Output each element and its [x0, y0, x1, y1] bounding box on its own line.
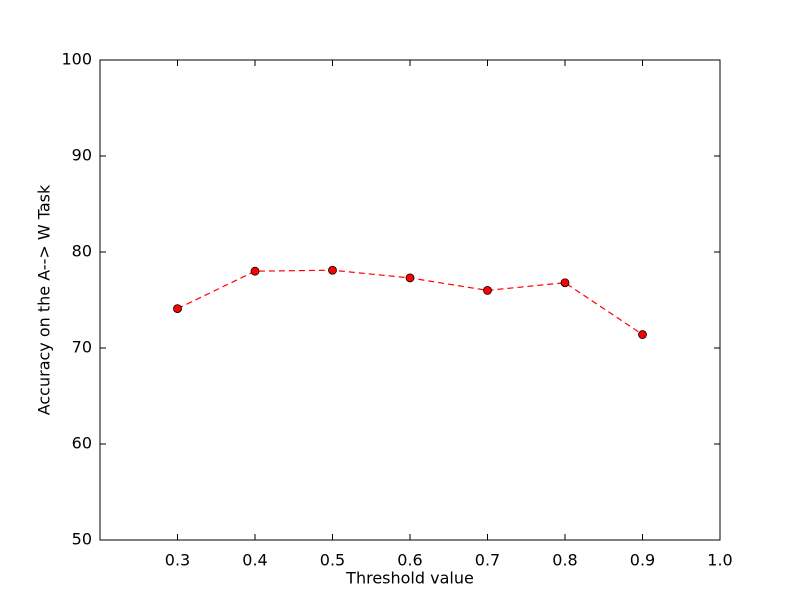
x-tick-label: 1.0 [707, 551, 732, 570]
y-tick-label: 50 [72, 530, 92, 549]
y-tick-label: 100 [61, 50, 92, 69]
data-point [638, 330, 647, 339]
x-tick-label: 0.3 [165, 551, 190, 570]
x-tick-label: 0.7 [475, 551, 500, 570]
x-tick-label: 0.9 [630, 551, 655, 570]
plot-frame [99, 59, 721, 541]
data-point [560, 278, 570, 288]
data-point [328, 265, 337, 275]
x-axis-label: Threshold value [345, 569, 474, 588]
y-tick-label: 60 [72, 434, 92, 453]
y-axis-label: Accuracy on the A--> W Task [35, 184, 54, 415]
y-tick-label: 90 [72, 146, 92, 165]
x-tick-label: 0.6 [397, 551, 422, 570]
data-point [483, 285, 492, 295]
x-tick-label: 0.4 [242, 551, 267, 570]
x-tick-label: 0.5 [320, 551, 345, 570]
y-tick-label: 80 [72, 242, 92, 261]
data-point [405, 273, 415, 283]
data-point [250, 266, 260, 276]
data-point [173, 304, 182, 314]
x-tick-label: 0.8 [552, 551, 577, 570]
y-tick-label: 70 [72, 338, 92, 357]
